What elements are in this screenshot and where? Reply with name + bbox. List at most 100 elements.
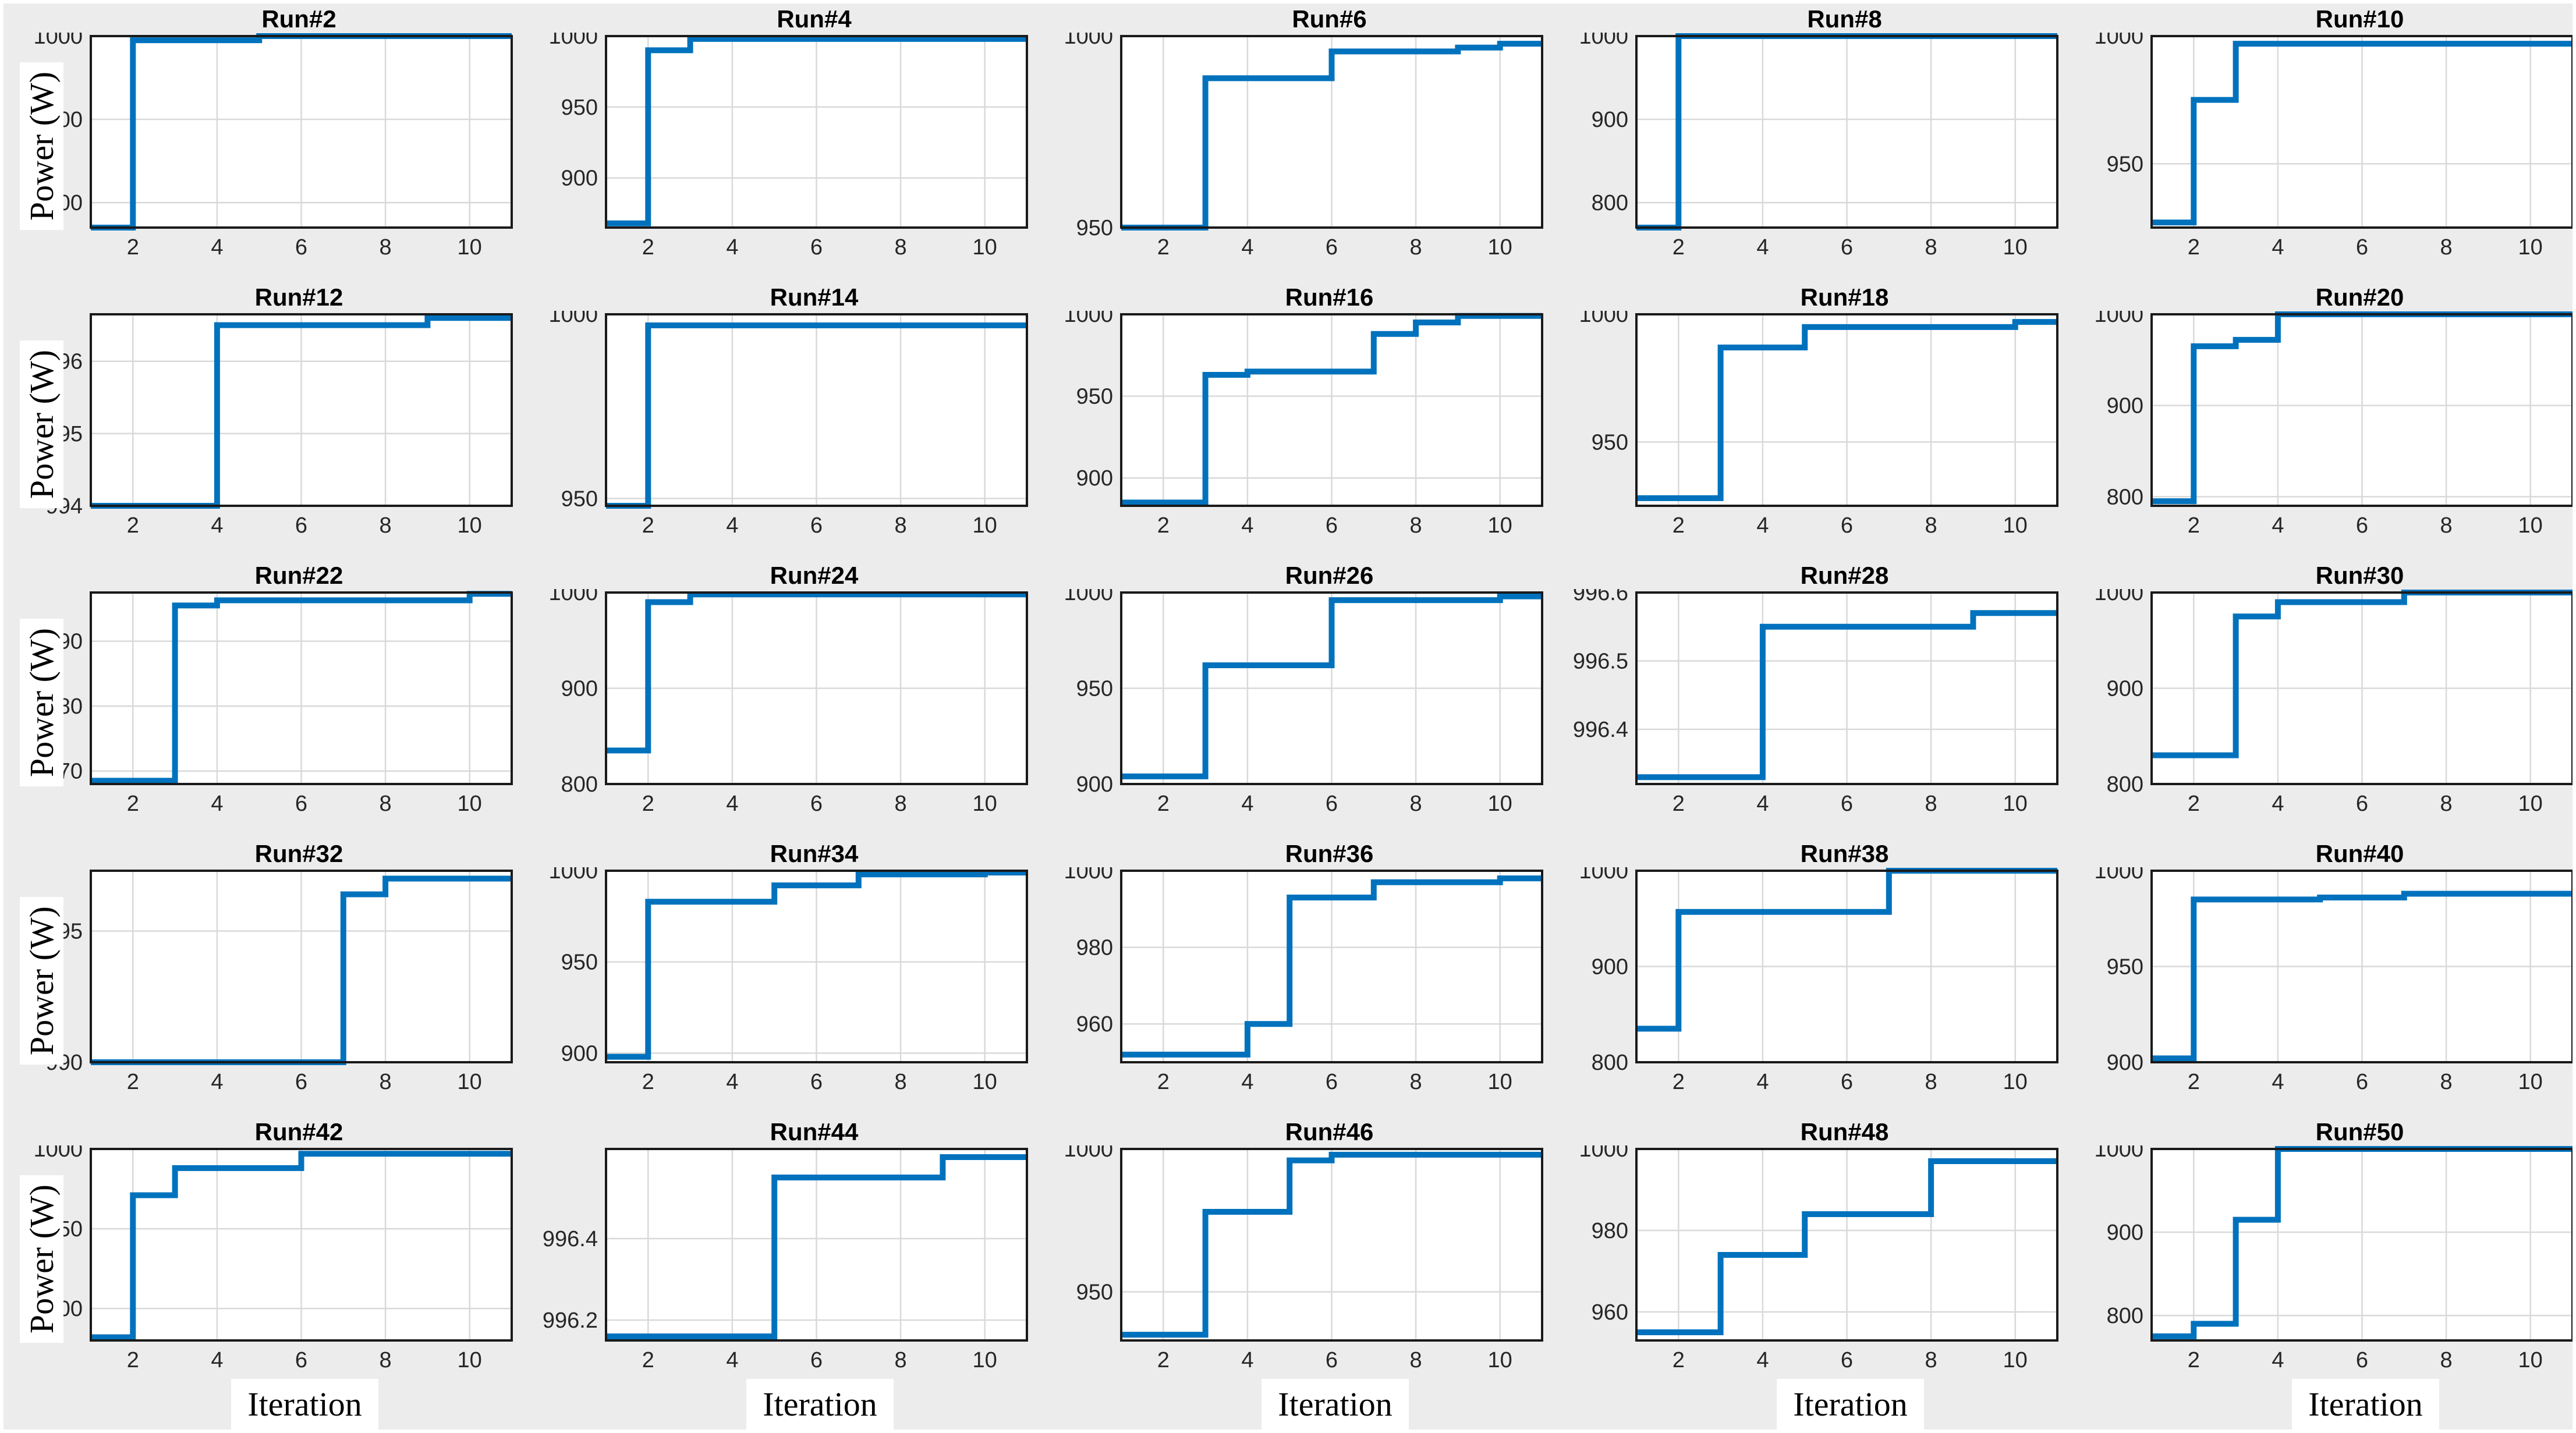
subplot-run-16: Run#16 900 950 1000 2 4 6 8 10 (1034, 282, 1549, 560)
subplot-title: Run#38 (1800, 840, 1889, 867)
plot-canvas: 950 1000 2 4 6 8 10 (2094, 33, 2573, 260)
x-tick-label: 10 (973, 792, 997, 816)
x-tick-label: 10 (2003, 513, 2028, 538)
x-axis-label: Iteration (1777, 1379, 1924, 1430)
x-tick-label: 4 (1241, 1070, 1253, 1094)
x-tick-label: 2 (642, 1348, 654, 1372)
x-tick-label: 10 (2003, 1070, 2028, 1094)
subplot-run-8: Run#8 800 900 1000 2 4 6 8 10 (1549, 3, 2064, 282)
x-axis-label: Iteration (746, 1379, 894, 1430)
x-tick-label: 10 (2518, 235, 2543, 260)
subplot-title: Run#22 (254, 562, 343, 589)
plot-canvas: 900 950 1000 2 4 6 8 10 (2094, 867, 2573, 1094)
plot-canvas: 900 950 1000 2 4 6 8 10 (548, 867, 1028, 1094)
subplot-run-20: Run#20 800 900 1000 2 4 6 8 10 (2064, 282, 2573, 560)
x-tick-label: 4 (726, 1070, 738, 1094)
x-tick-label: 6 (1841, 513, 1853, 538)
x-tick-label: 2 (1673, 235, 1685, 260)
x-tick-label: 8 (2440, 1070, 2453, 1094)
y-tick-label: 1000 (1579, 1145, 1628, 1162)
y-tick-label: 950 (1076, 677, 1113, 701)
y-tick-label: 1000 (548, 589, 598, 605)
x-tick-label: 4 (2272, 1348, 2284, 1372)
y-tick-label: 1000 (33, 1145, 83, 1162)
x-tick-label: 10 (973, 235, 997, 260)
x-tick-label: 8 (380, 792, 392, 816)
x-tick-label: 8 (895, 1070, 907, 1094)
subplot-title: Run#20 (2315, 283, 2404, 311)
x-tick-label: 2 (2188, 1348, 2200, 1372)
data-series-line (1636, 1158, 2057, 1335)
y-axis-label-wrap: Power (W) (7, 871, 76, 1091)
y-tick-label: 950 (2107, 955, 2143, 980)
subplot-grid: Power (W) Run#2 800 900 1000 2 4 6 8 10 Run#4 900 95… (3, 3, 2573, 1430)
subplot-title: Run#30 (2315, 562, 2404, 589)
x-tick-label: 6 (295, 1348, 307, 1372)
subplot-title: Run#12 (254, 283, 343, 311)
subplot-run-40: Run#40 900 950 1000 2 4 6 8 10 (2064, 838, 2573, 1116)
data-series-line (2152, 891, 2573, 1062)
x-tick-label: 6 (295, 513, 307, 538)
x-tick-label: 10 (458, 235, 482, 260)
x-tick-label: 2 (127, 1070, 139, 1094)
subplot-run-24: Run#24 800 900 1000 2 4 6 8 10 (519, 560, 1034, 838)
x-tick-label: 4 (2272, 1070, 2284, 1094)
x-tick-label: 4 (211, 1070, 223, 1094)
x-tick-label: 8 (1410, 513, 1422, 538)
x-tick-label: 8 (1410, 1070, 1422, 1094)
x-tick-label: 2 (1673, 1070, 1685, 1094)
plot-canvas: 900 950 1000 2 4 6 8 10 (1064, 311, 1543, 538)
x-tick-label: 4 (726, 792, 738, 816)
x-tick-label: 10 (1488, 1348, 1512, 1372)
x-tick-label: 4 (1241, 235, 1253, 260)
y-axis-label: Power (W) (19, 340, 63, 509)
x-tick-label: 4 (211, 513, 223, 538)
y-tick-label: 960 (1592, 1300, 1628, 1325)
y-axis-label-wrap: Power (W) (7, 36, 76, 256)
data-series-line (1121, 875, 1542, 1058)
y-tick-label: 1000 (1064, 33, 1113, 49)
y-tick-label: 800 (1592, 191, 1628, 215)
x-tick-label: 6 (1326, 1070, 1338, 1094)
x-tick-label: 8 (380, 1348, 392, 1372)
y-axis-label-wrap: Power (W) (7, 314, 76, 534)
data-series-line (1121, 41, 1542, 230)
y-tick-label: 900 (561, 1041, 598, 1066)
x-tick-label: 10 (2518, 1348, 2543, 1372)
x-tick-label: 10 (458, 1070, 482, 1094)
subplot-title: Run#6 (1292, 5, 1367, 33)
y-tick-label: 1000 (548, 311, 598, 327)
plot-canvas: 800 900 1000 2 4 6 8 10 (2094, 589, 2573, 816)
subplot-run-48: Run#48 960 980 1000 2 4 6 8 10 Iteration (1549, 1116, 2064, 1430)
x-tick-label: 4 (1241, 1348, 1253, 1372)
x-tick-label: 2 (1673, 1348, 1685, 1372)
subplot-run-34: Run#34 900 950 1000 2 4 6 8 10 (519, 838, 1034, 1116)
x-tick-label: 2 (1157, 792, 1170, 816)
x-tick-label: 2 (642, 792, 654, 816)
subplot-run-18: Run#18 950 1000 2 4 6 8 10 (1549, 282, 2064, 560)
x-tick-label: 6 (295, 235, 307, 260)
plot-canvas: 960 980 1000 2 4 6 8 10 (1579, 1145, 2058, 1372)
x-tick-label: 6 (295, 1070, 307, 1094)
x-tick-label: 2 (2188, 235, 2200, 260)
x-tick-label: 6 (810, 235, 823, 260)
y-tick-label: 1000 (1579, 311, 1628, 327)
subplot-run-10: Run#10 950 1000 2 4 6 8 10 (2064, 3, 2573, 282)
x-tick-label: 4 (211, 792, 223, 816)
data-series-line (91, 1151, 512, 1340)
x-tick-label: 6 (1326, 1348, 1338, 1372)
x-tick-label: 6 (1841, 235, 1853, 260)
plot-canvas: 950 1000 2 4 6 8 10 (1064, 33, 1543, 260)
y-tick-label: 1000 (2094, 1145, 2143, 1162)
y-tick-label: 1000 (548, 33, 598, 49)
plot-canvas: 950 1000 2 4 6 8 10 (1579, 311, 2058, 538)
subplot-run-46: Run#46 950 1000 2 4 6 8 10 Iteration (1034, 1116, 1549, 1430)
x-tick-label: 6 (2356, 1070, 2368, 1094)
x-tick-label: 8 (895, 235, 907, 260)
y-tick-label: 900 (2107, 394, 2143, 418)
y-tick-label: 980 (1592, 1219, 1628, 1243)
subplot-title: Run#44 (770, 1118, 859, 1145)
x-tick-label: 8 (1925, 235, 1937, 260)
